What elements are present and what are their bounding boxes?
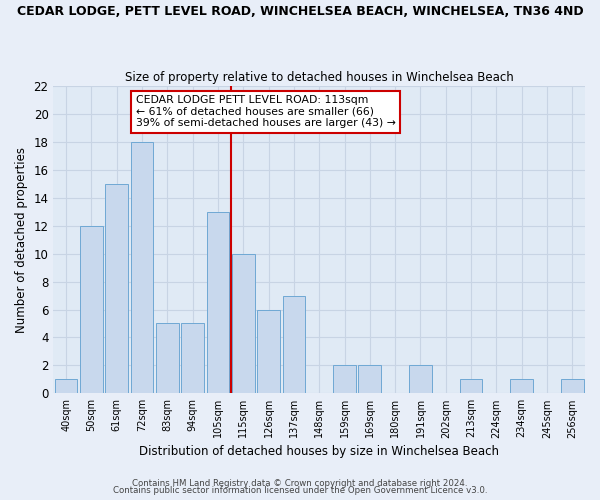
X-axis label: Distribution of detached houses by size in Winchelsea Beach: Distribution of detached houses by size … (139, 444, 499, 458)
Bar (561, 380, 584, 394)
Bar (181, 324, 204, 394)
Text: CEDAR LODGE PETT LEVEL ROAD: 113sqm
← 61% of detached houses are smaller (66)
39: CEDAR LODGE PETT LEVEL ROAD: 113sqm ← 61… (136, 96, 395, 128)
Bar (131, 142, 154, 394)
Bar (333, 366, 356, 394)
Bar (409, 366, 432, 394)
Bar (106, 184, 128, 394)
Bar (257, 310, 280, 394)
Text: CEDAR LODGE, PETT LEVEL ROAD, WINCHELSEA BEACH, WINCHELSEA, TN36 4ND: CEDAR LODGE, PETT LEVEL ROAD, WINCHELSEA… (17, 5, 583, 18)
Bar (156, 324, 179, 394)
Bar (358, 366, 381, 394)
Bar (511, 380, 533, 394)
Bar (283, 296, 305, 394)
Title: Size of property relative to detached houses in Winchelsea Beach: Size of property relative to detached ho… (125, 70, 514, 84)
Bar (80, 226, 103, 394)
Y-axis label: Number of detached properties: Number of detached properties (15, 146, 28, 332)
Bar (460, 380, 482, 394)
Bar (55, 380, 77, 394)
Text: Contains public sector information licensed under the Open Government Licence v3: Contains public sector information licen… (113, 486, 487, 495)
Bar (232, 254, 254, 394)
Text: Contains HM Land Registry data © Crown copyright and database right 2024.: Contains HM Land Registry data © Crown c… (132, 478, 468, 488)
Bar (206, 212, 229, 394)
